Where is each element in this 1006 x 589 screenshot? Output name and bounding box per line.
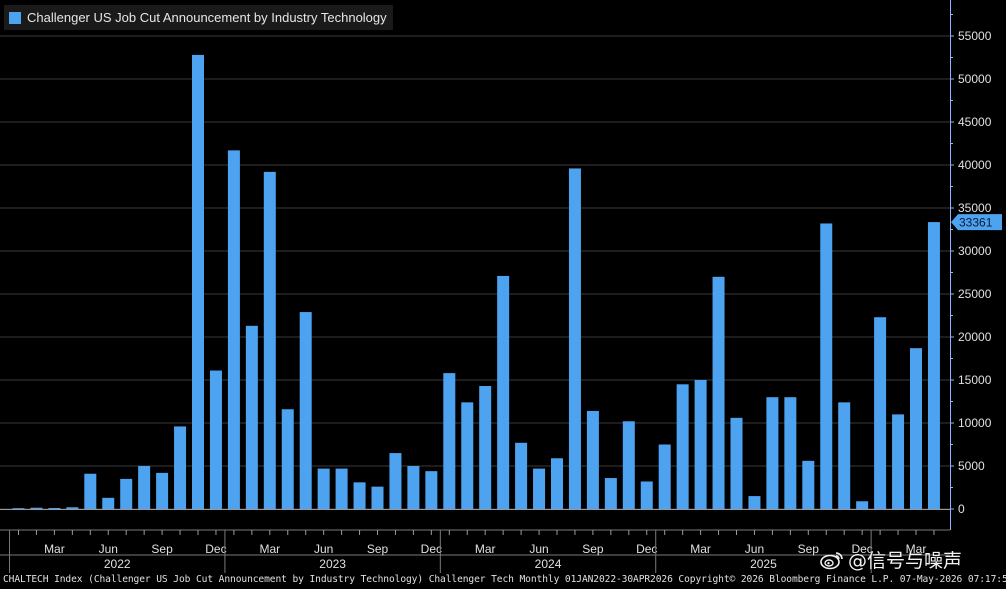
bar <box>820 223 833 510</box>
y-tick-label: 25000 <box>958 287 992 301</box>
bar <box>66 507 79 509</box>
bar <box>604 478 617 509</box>
bar <box>30 507 43 509</box>
bar <box>299 312 312 509</box>
y-tick-label: 40000 <box>958 158 992 172</box>
x-tick-label: Mar <box>906 542 927 556</box>
x-tick-label: Sep <box>798 542 820 556</box>
bar <box>676 384 689 509</box>
bar <box>910 348 922 509</box>
x-year-label: 2023 <box>319 557 346 571</box>
x-tick-label: Sep <box>151 542 173 556</box>
bar <box>802 460 815 509</box>
y-tick-label: 20000 <box>958 330 992 344</box>
y-tick-label: 45000 <box>958 115 992 129</box>
x-tick-label: Mar <box>475 542 496 556</box>
bar <box>640 481 653 509</box>
weibo-icon <box>820 551 843 569</box>
bar <box>263 171 276 509</box>
bar <box>838 402 851 509</box>
y-tick-label: 35000 <box>958 201 992 215</box>
bar <box>48 507 61 509</box>
y-tick-label: 10000 <box>958 416 992 430</box>
last-value-marker <box>951 214 1002 231</box>
bar <box>209 370 222 509</box>
x-year-label: 2024 <box>535 557 562 571</box>
x-tick-label: Jun <box>745 542 764 556</box>
bar <box>461 402 474 509</box>
bar <box>425 471 438 509</box>
y-tick-label: 5000 <box>958 459 985 473</box>
x-tick-label: Jun <box>314 542 333 556</box>
bar <box>874 317 887 509</box>
bar <box>784 397 797 509</box>
y-tick-label: 50000 <box>958 72 992 86</box>
last-value-label: 33361 <box>959 216 993 230</box>
bar <box>353 482 366 509</box>
bar <box>335 468 348 509</box>
x-tick-label: Jun <box>99 542 118 556</box>
x-tick-label: Dec <box>636 542 657 556</box>
footer-source: CHALTECH Index (Challenger US Job Cut An… <box>3 574 1006 585</box>
bar <box>317 468 330 509</box>
bar <box>227 150 240 509</box>
bar <box>856 501 869 509</box>
bar <box>892 414 905 509</box>
bar <box>533 468 546 509</box>
bars <box>12 54 940 510</box>
x-tick-label: Mar <box>690 542 711 556</box>
x-tick-label: Dec <box>851 542 872 556</box>
x-tick-label: Mar <box>44 542 65 556</box>
bar <box>568 168 581 509</box>
bar <box>515 442 528 509</box>
legend: Challenger US Job Cut Announcement by In… <box>4 5 393 30</box>
x-tick-label: Dec <box>421 542 442 556</box>
bar <box>138 466 151 509</box>
bar <box>174 426 187 509</box>
bar <box>694 380 707 509</box>
legend-label: Challenger US Job Cut Announcement by In… <box>27 10 387 25</box>
x-tick-label: Mar <box>259 542 280 556</box>
x-tick-label: Sep <box>582 542 604 556</box>
bar <box>551 458 563 509</box>
bar <box>586 410 599 509</box>
x-tick-label: Jun <box>529 542 548 556</box>
x-year-label: 2022 <box>104 557 131 571</box>
bar <box>84 473 97 509</box>
y-tick-label: 15000 <box>958 373 992 387</box>
bar <box>156 472 169 509</box>
bar <box>748 496 761 509</box>
watermark-text: @信号与噪声 <box>848 550 963 572</box>
bar <box>245 325 258 509</box>
bar <box>102 497 115 509</box>
bar <box>371 486 384 509</box>
bar <box>12 508 25 510</box>
bar <box>712 276 725 509</box>
bar <box>192 54 204 510</box>
x-year-label: 2025 <box>750 557 777 571</box>
watermark: @信号与噪声 <box>820 546 962 573</box>
bar <box>622 421 635 509</box>
bar <box>389 453 402 509</box>
bar <box>443 373 456 509</box>
axes: 0 5000 10000 15000 20000 25000 30000 35000 40000… <box>0 0 1002 573</box>
bar <box>281 409 294 509</box>
legend-swatch <box>9 11 21 24</box>
grid-lines <box>0 35 950 510</box>
bar <box>120 478 133 509</box>
bar <box>766 397 779 509</box>
y-tick-label: 30000 <box>958 244 992 258</box>
bar <box>658 444 671 509</box>
x-tick-label: Dec <box>205 542 226 556</box>
bar <box>479 386 492 509</box>
bar <box>407 466 420 509</box>
bar <box>730 417 743 509</box>
y-tick-label: 55000 <box>958 29 992 43</box>
bar <box>497 275 510 509</box>
y-tick-label: 0 <box>958 502 965 516</box>
bar <box>927 222 940 509</box>
x-tick-label: Sep <box>367 542 389 556</box>
